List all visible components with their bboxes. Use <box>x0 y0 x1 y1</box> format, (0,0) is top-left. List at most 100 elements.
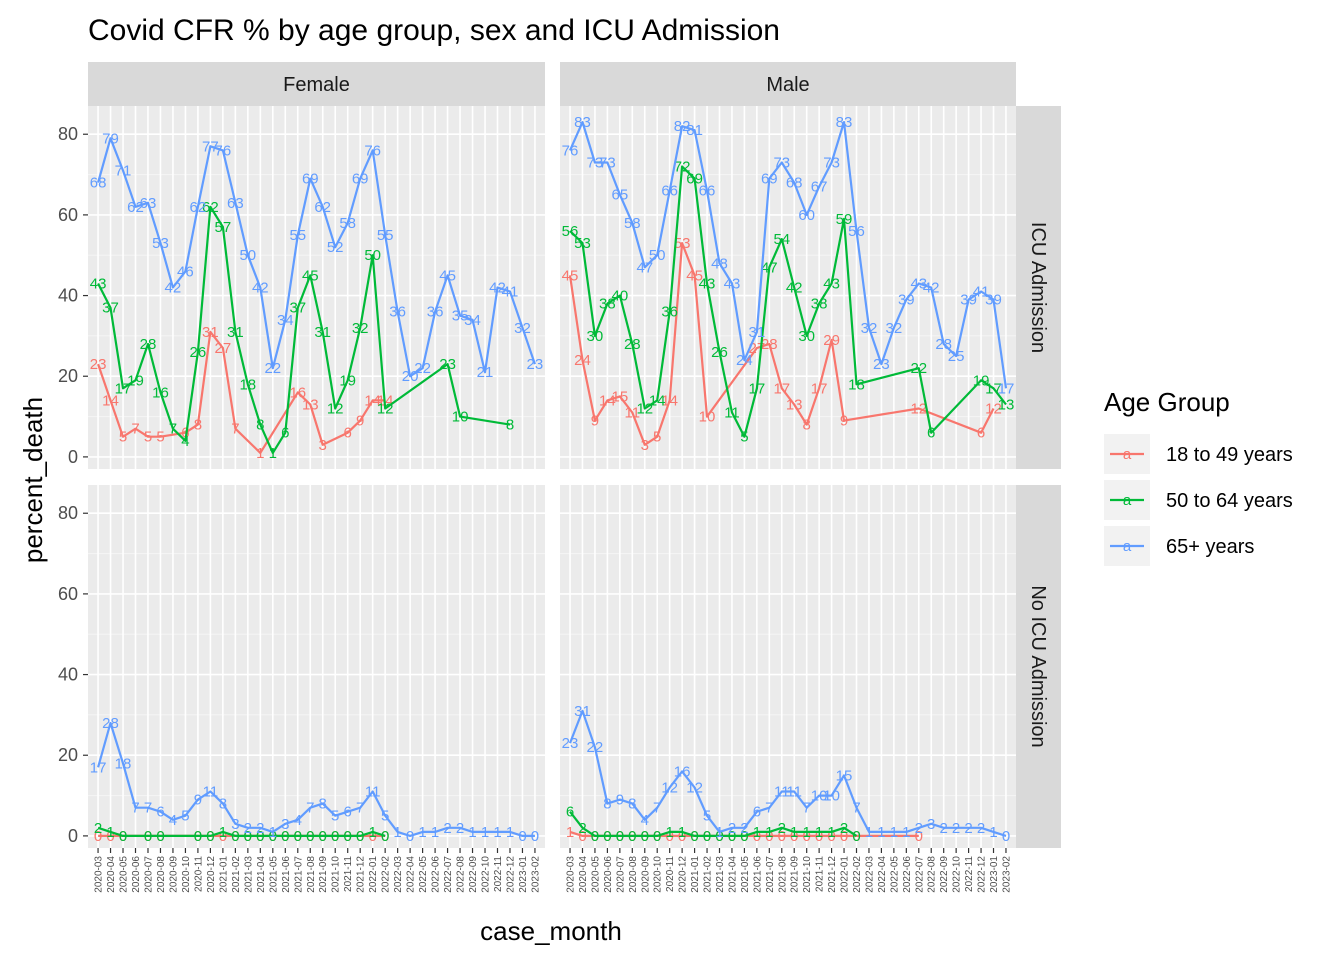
point-label: 79 <box>102 130 119 147</box>
point-label: 14 <box>649 392 666 409</box>
point-label: 5 <box>653 429 661 446</box>
point-label: 43 <box>724 276 741 293</box>
x-tick-label: 2022-11 <box>493 856 504 892</box>
point-label: 1 <box>715 824 723 841</box>
point-label: 6 <box>753 804 761 821</box>
point-label: 0 <box>690 828 698 845</box>
point-label: 7 <box>131 800 139 817</box>
x-tick-label: 2021-02 <box>703 856 714 893</box>
point-label: 28 <box>761 336 778 353</box>
x-tick-label: 2021-03 <box>243 856 254 893</box>
point-label: 1 <box>468 824 476 841</box>
series-line-65-years <box>97 137 536 378</box>
x-tick-label: 2020-07 <box>143 856 154 893</box>
y-tick-label: 0 <box>68 826 78 846</box>
point-label: 2 <box>964 820 972 837</box>
legend: Age Group a 18 to 49 years a 50 to 64 years… <box>1104 387 1293 566</box>
point-label: 5 <box>156 429 164 446</box>
point-label: 1 <box>256 445 264 462</box>
point-label: 62 <box>127 199 144 216</box>
point-label: 0 <box>106 828 114 845</box>
point-label: 0 <box>319 828 327 845</box>
point-label: 68 <box>90 175 107 192</box>
point-label: 58 <box>339 215 356 232</box>
point-label: 1 <box>506 824 514 841</box>
point-label: 1 <box>219 824 227 841</box>
x-tick-label: 2021-07 <box>293 856 304 893</box>
point-label: 14 <box>364 392 381 409</box>
point-label: 1 <box>865 824 873 841</box>
point-label: 1 <box>790 824 798 841</box>
point-label: 7 <box>765 800 773 817</box>
point-label: 25 <box>948 348 965 365</box>
strip-label-icu-admission: ICU Admission <box>1027 222 1049 353</box>
point-label: 5 <box>119 429 127 446</box>
x-tick-label: 2021-05 <box>268 856 279 893</box>
point-label: 7 <box>653 800 661 817</box>
facet-panels: Female Male ICU Admission No ICU Admission 0… <box>58 62 1061 893</box>
point-label: 15 <box>836 767 853 784</box>
series-line-18-to-49-years <box>568 242 995 446</box>
point-label: 0 <box>628 828 636 845</box>
point-label: 69 <box>352 171 369 188</box>
point-label: 8 <box>803 417 811 434</box>
point-label: 8 <box>319 796 327 813</box>
x-tick-label: 2022-03 <box>393 856 404 893</box>
x-tick-label: 2022-08 <box>456 856 467 893</box>
x-tick-label: 2022-03 <box>864 856 875 893</box>
point-label: 0 <box>603 828 611 845</box>
point-label: 11 <box>625 405 641 422</box>
point-label: 0 <box>715 828 723 845</box>
point-label: 7 <box>356 800 364 817</box>
point-label: 0 <box>194 828 202 845</box>
point-label: 10 <box>452 409 469 426</box>
x-tick-label: 2021-08 <box>777 856 788 893</box>
x-tick-label: 2021-06 <box>281 856 292 893</box>
point-label: 1 <box>393 824 401 841</box>
point-label: 13 <box>302 397 319 414</box>
point-label: 18 <box>239 376 256 393</box>
x-tick-label: 2021-09 <box>790 856 801 893</box>
x-tick-label: 2021-06 <box>752 856 763 893</box>
point-label: 50 <box>364 247 381 264</box>
legend-key-glyph: a <box>1123 492 1132 509</box>
point-label: 43 <box>910 276 927 293</box>
point-label: 6 <box>566 804 574 821</box>
point-label: 2 <box>940 820 948 837</box>
point-label: 69 <box>302 171 319 188</box>
x-tick-label: 2021-12 <box>356 856 367 893</box>
point-label: 5 <box>381 808 389 825</box>
point-label: 0 <box>256 828 264 845</box>
point-label: 8 <box>219 796 227 813</box>
x-tick-label: 2020-08 <box>628 856 639 893</box>
point-label: 71 <box>115 163 132 180</box>
x-tick-label: 2021-08 <box>306 856 317 893</box>
point-label: 1 <box>765 824 773 841</box>
point-label: 0 <box>666 828 674 845</box>
point-label: 4 <box>169 812 177 829</box>
point-label: 1 <box>481 824 489 841</box>
point-label: 36 <box>427 304 444 321</box>
point-label: 0 <box>356 828 364 845</box>
y-tick-label: 60 <box>58 205 78 225</box>
strip-label-no-icu-admission: No ICU Admission <box>1027 585 1049 747</box>
x-tick-label: 2022-11 <box>964 856 975 892</box>
point-label: 53 <box>674 235 691 252</box>
point-label: 12 <box>661 780 678 797</box>
point-label: 45 <box>562 267 579 284</box>
point-label: 32 <box>886 320 903 337</box>
point-label: 1 <box>803 824 811 841</box>
point-label: 0 <box>331 828 339 845</box>
point-label: 62 <box>190 199 207 216</box>
point-label: 1 <box>106 824 114 841</box>
point-label: 66 <box>661 183 678 200</box>
point-label: 76 <box>215 142 232 159</box>
x-tick-label: 2022-12 <box>977 856 988 893</box>
point-label: 38 <box>599 296 616 313</box>
point-label: 32 <box>861 320 878 337</box>
point-label: 57 <box>215 219 232 236</box>
x-tick-label: 2021-07 <box>765 856 776 893</box>
point-label: 17 <box>749 380 766 397</box>
point-label: 17 <box>998 380 1015 397</box>
